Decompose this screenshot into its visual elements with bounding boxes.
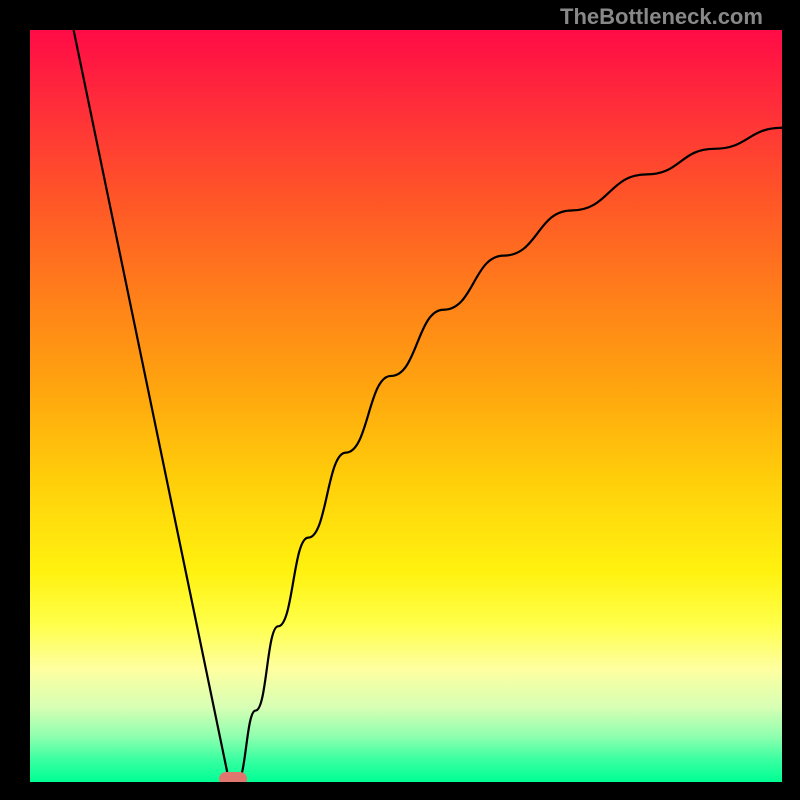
bottleneck-chart [30, 30, 782, 782]
optimal-marker [219, 772, 247, 782]
watermark-text: TheBottleneck.com [560, 4, 763, 30]
chart-background-gradient [30, 30, 782, 782]
